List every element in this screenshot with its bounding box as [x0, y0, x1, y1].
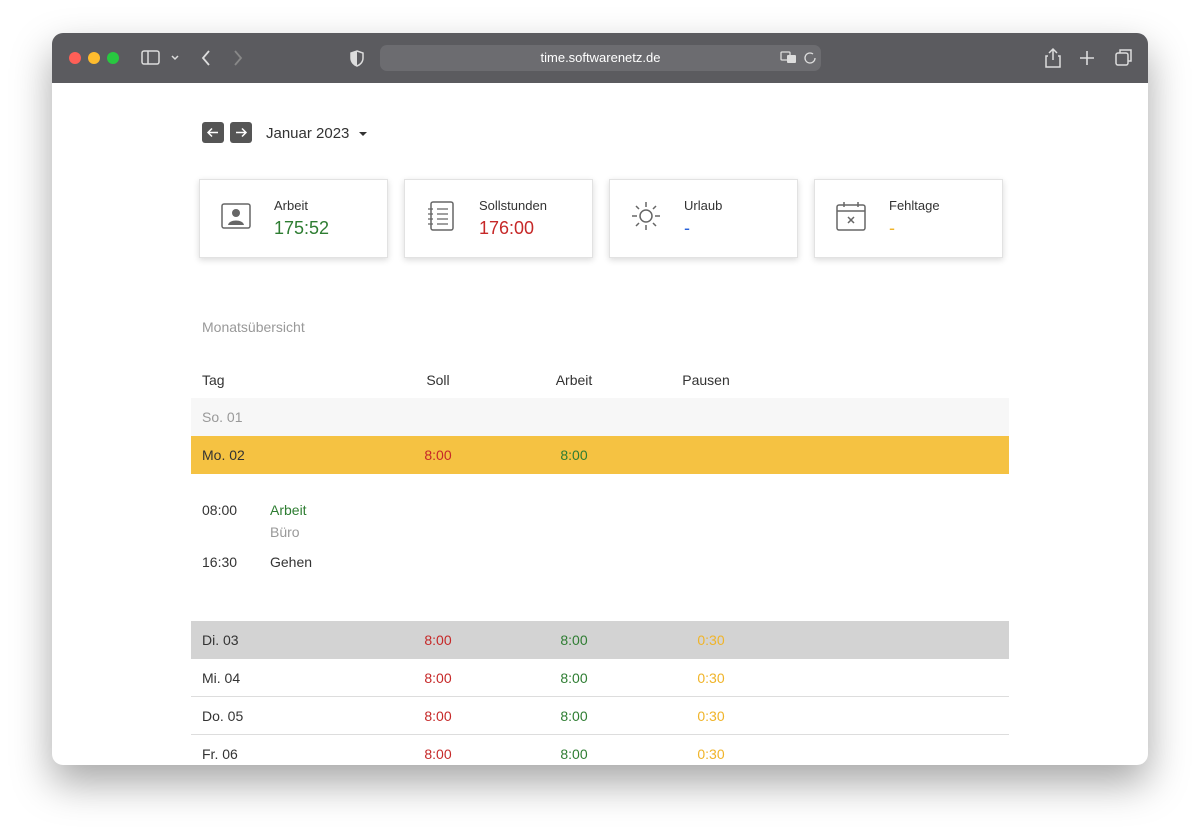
privacy-icon[interactable] [349, 50, 365, 67]
cell-soll: 8:00 [424, 447, 452, 463]
card-icon [836, 202, 866, 231]
cell-arbeit: 8:00 [560, 708, 588, 724]
summary-card: Sollstunden 176:00 [404, 179, 593, 258]
card-label: Arbeit [274, 198, 308, 213]
card-value: - [889, 218, 895, 238]
card-value: 175:52 [274, 218, 330, 238]
prev-month-button[interactable] [202, 122, 224, 143]
zoom-button[interactable] [107, 52, 119, 64]
card-icon [221, 203, 251, 229]
column-header: Pausen [682, 372, 730, 388]
card-value: 176:00 [479, 218, 535, 238]
summary-card: Fehltage - [814, 179, 1003, 258]
day-row[interactable]: Mi. 04 8:00 8:00 0:30 [191, 659, 1009, 697]
entry-location: Büro [270, 524, 300, 540]
month-selector[interactable]: Januar 2023 [266, 125, 368, 142]
card-icon [632, 202, 660, 230]
sidebar-button[interactable] [140, 49, 190, 67]
close-button[interactable] [69, 52, 81, 64]
day-row[interactable]: Mo. 02 8:00 8:00 [191, 436, 1009, 474]
cell-pausen: 0:30 [697, 746, 725, 762]
section-title: Monatsübersicht [202, 319, 305, 335]
card-label: Sollstunden [479, 198, 547, 213]
cell-pausen: 0:30 [697, 632, 725, 648]
cell-soll: 8:00 [424, 746, 452, 762]
next-month-button[interactable] [230, 122, 252, 143]
minimize-button[interactable] [88, 52, 100, 64]
column-header: Tag [202, 372, 225, 388]
address-bar[interactable]: time.softwarenetz.de [380, 45, 821, 71]
cell-day: Di. 03 [202, 632, 239, 648]
card-label: Urlaub [684, 198, 723, 213]
cell-day: Mo. 02 [202, 447, 245, 463]
card-label: Fehltage [889, 198, 940, 213]
cell-soll: 8:00 [424, 708, 452, 724]
month-label: Januar 2023 [266, 125, 350, 142]
summary-card: Arbeit 175:52 [199, 179, 388, 258]
history-buttons[interactable] [198, 49, 248, 67]
card-value: - [684, 218, 690, 238]
cell-soll: 8:00 [424, 670, 452, 686]
cell-arbeit: 8:00 [560, 746, 588, 762]
entry-time: 08:00 [202, 502, 238, 518]
entry-label: Gehen [270, 554, 313, 570]
day-row[interactable]: Di. 03 8:00 8:00 0:30 [191, 621, 1009, 659]
day-row[interactable]: So. 01 [191, 398, 1009, 436]
cell-day: So. 01 [202, 409, 243, 425]
column-header: Arbeit [555, 372, 593, 388]
url-text: time.softwarenetz.de [540, 50, 661, 65]
cell-arbeit: 8:00 [560, 447, 588, 463]
entry-label: Arbeit [270, 502, 307, 518]
day-row[interactable]: Do. 05 8:00 8:00 0:30 [191, 697, 1009, 735]
cell-pausen: 0:30 [697, 670, 725, 686]
cell-arbeit: 8:00 [560, 670, 588, 686]
table-header: Tag Soll Arbeit Pausen [191, 361, 1009, 399]
title-bar: time.softwarenetz.de [52, 33, 1148, 83]
column-header: Soll [426, 372, 450, 388]
toolbar-buttons[interactable] [1044, 47, 1134, 69]
cell-day: Mi. 04 [202, 670, 241, 686]
browser-window: time.softwarenetz.de Januar 2023 Arbeit … [52, 33, 1148, 765]
cell-day: Do. 05 [202, 708, 244, 724]
entry-time: 16:30 [202, 554, 238, 570]
cell-pausen: 0:30 [697, 708, 725, 724]
cell-soll: 8:00 [424, 632, 452, 648]
cell-day: Fr. 06 [202, 746, 238, 762]
cell-arbeit: 8:00 [560, 632, 588, 648]
address-icons[interactable] [780, 50, 818, 66]
summary-card: Urlaub - [609, 179, 798, 258]
card-icon [428, 201, 454, 231]
day-row[interactable]: Fr. 06 8:00 8:00 0:30 [191, 735, 1009, 765]
